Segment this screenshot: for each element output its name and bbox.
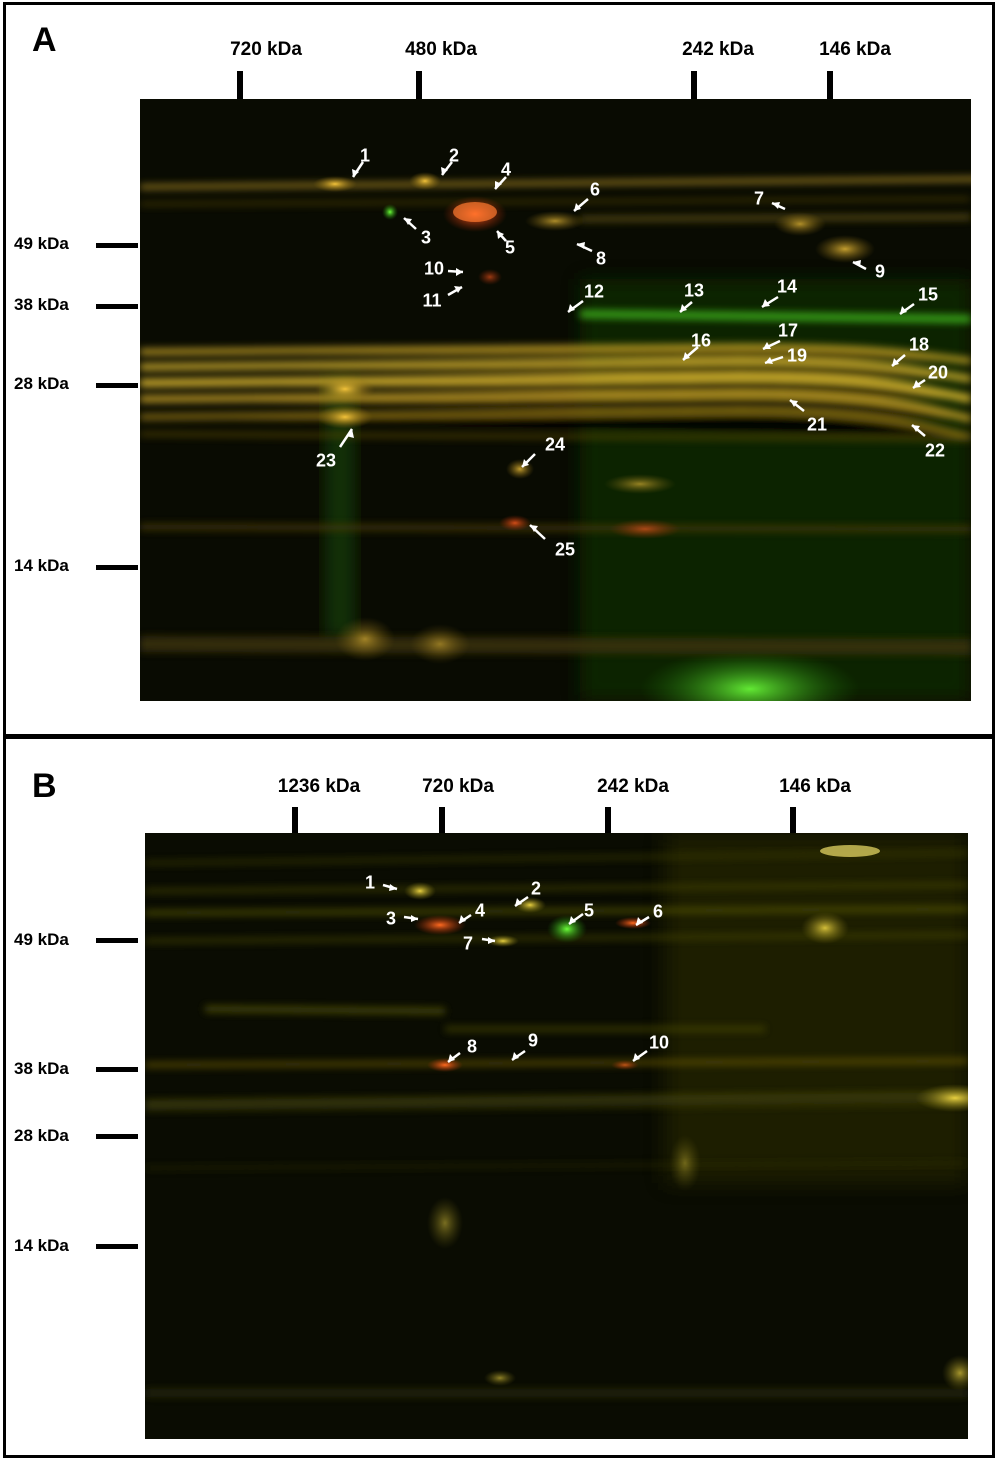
top-marker-tick (416, 71, 422, 101)
gel-image-a-svg (140, 99, 971, 701)
spot-label: 16 (690, 330, 712, 351)
top-marker-tick (439, 807, 445, 833)
spot-label: 6 (652, 901, 664, 922)
spot-label: 22 (924, 440, 946, 461)
spot-label: 2 (448, 145, 460, 166)
side-marker-tick (96, 243, 138, 248)
spot-label: 2 (530, 878, 542, 899)
top-marker-tick (605, 807, 611, 833)
spot-label: 23 (315, 450, 337, 471)
spot-label: 5 (504, 237, 516, 258)
spot-label: 9 (527, 1030, 539, 1051)
spot-label: 20 (927, 362, 949, 383)
spot-label: 1 (364, 872, 376, 893)
top-marker-tick (827, 71, 833, 101)
spot-label: 19 (786, 345, 808, 366)
top-marker-label: 146 kDa (819, 39, 891, 60)
side-marker-tick (96, 1244, 138, 1249)
top-marker-tick (790, 807, 796, 833)
top-marker-tick (237, 71, 243, 101)
top-marker-label: 242 kDa (682, 39, 754, 60)
top-marker-label: 720 kDa (422, 776, 494, 797)
side-marker-label: 14 kDa (14, 1236, 69, 1255)
panel-letter-b: B (32, 767, 57, 805)
side-marker-label: 14 kDa (14, 556, 69, 575)
spot-label: 8 (466, 1036, 478, 1057)
side-marker-tick (96, 383, 138, 388)
spot-label: 9 (874, 261, 886, 282)
top-marker-label: 146 kDa (779, 776, 851, 797)
spot-label: 24 (544, 434, 566, 455)
spot-label: 6 (589, 179, 601, 200)
spot-label: 8 (595, 248, 607, 269)
panel-letter-a: A (32, 21, 57, 59)
spot-label: 25 (554, 539, 576, 560)
spot-label: 10 (648, 1032, 670, 1053)
spot-label: 4 (500, 159, 512, 180)
spot-label: 7 (753, 188, 765, 209)
top-marker-tick (292, 807, 298, 833)
gel-image-b (145, 833, 968, 1439)
side-marker-label: 49 kDa (14, 234, 69, 253)
gel-image-a (140, 99, 971, 701)
spot-label: 12 (583, 281, 605, 302)
top-marker-label: 242 kDa (597, 776, 669, 797)
gel-image-b-svg (145, 833, 968, 1439)
spot-label: 7 (462, 933, 474, 954)
spot-label: 15 (917, 284, 939, 305)
spot-label: 21 (806, 414, 828, 435)
arrowheads-a (346, 167, 921, 532)
side-marker-tick (96, 304, 138, 309)
spot-label: 18 (908, 334, 930, 355)
side-marker-label: 49 kDa (14, 930, 69, 949)
arrowheads-b (389, 884, 643, 1062)
spot-label: 11 (422, 290, 442, 311)
side-marker-label: 28 kDa (14, 1126, 69, 1145)
side-marker-tick (96, 1067, 138, 1072)
spot-label: 13 (683, 280, 705, 301)
spot-label: 4 (474, 900, 486, 921)
spot-label: 3 (385, 908, 397, 929)
spot-label: 17 (777, 320, 799, 341)
spot-label: 1 (359, 145, 371, 166)
spot-label: 3 (420, 227, 432, 248)
spot-label: 5 (583, 900, 595, 921)
side-marker-tick (96, 938, 138, 943)
side-marker-label: 28 kDa (14, 374, 69, 393)
side-marker-tick (96, 1134, 138, 1139)
side-marker-tick (96, 565, 138, 570)
top-marker-label: 720 kDa (230, 39, 302, 60)
spot-label: 10 (423, 258, 445, 279)
side-marker-label: 38 kDa (14, 1059, 69, 1078)
panel-a: A 720 kDa 480 kDa 242 kDa 146 kDa 49 kDa… (3, 2, 995, 737)
panel-b: B 1236 kDa 720 kDa 242 kDa 146 kDa 49 kD… (3, 737, 995, 1458)
side-marker-label: 38 kDa (14, 295, 69, 314)
top-marker-tick (691, 71, 697, 101)
spot-label: 14 (776, 276, 798, 297)
top-marker-label: 1236 kDa (277, 776, 361, 797)
top-marker-label: 480 kDa (405, 39, 477, 60)
